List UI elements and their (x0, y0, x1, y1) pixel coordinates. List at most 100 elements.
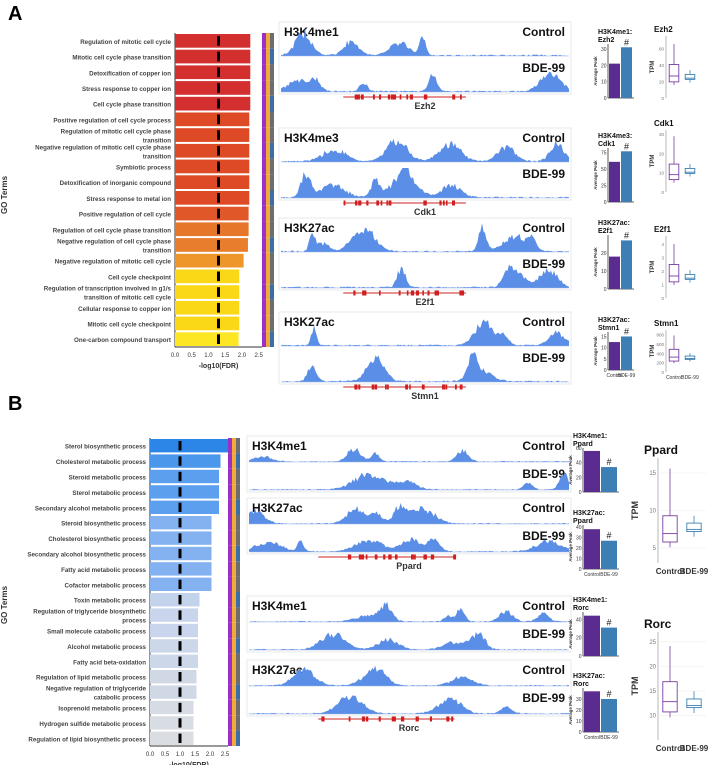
annotation-cell (270, 95, 274, 112)
go-term-label: Regulation of transcription involved in … (44, 286, 172, 293)
annotation-cell (232, 515, 236, 531)
annotation-cell (228, 699, 232, 716)
peak-bar-bde (621, 336, 632, 370)
annotation-cell (232, 499, 236, 515)
annotation-cell (232, 699, 236, 716)
peak-chart-title: Rorc (573, 681, 589, 688)
peak-y-tick: 10 (576, 719, 582, 725)
annotation-cell (236, 699, 240, 716)
annotation-cell (228, 607, 232, 623)
annotation-cell (262, 299, 266, 316)
peak-chart-title: H3K27ac: (573, 510, 605, 517)
tpm-y-tick: 15 (649, 689, 656, 695)
go-bar (175, 285, 240, 299)
gene-name: Ezh2 (414, 101, 435, 111)
go-term-label: Sterol metabolic process (72, 490, 146, 497)
annotation-cell (228, 715, 232, 731)
annotation-cell (270, 127, 274, 143)
signal-track-bde (249, 537, 569, 552)
peak-bar-bde (601, 627, 617, 656)
signal-track-control (281, 28, 569, 56)
go-term-label: Regulation of mitotic cell cycle phase (61, 129, 172, 136)
annotation-cell (262, 221, 266, 238)
track-sample-label: Control (522, 131, 565, 145)
annotation-cell (228, 576, 232, 592)
go-bar (150, 439, 228, 453)
tpm-y-tick: 10 (649, 713, 656, 719)
annotation-cell (270, 190, 274, 206)
track-sample-label: Control (522, 439, 565, 453)
peak-y-tick: 10 (576, 557, 582, 563)
exon-mark (361, 716, 366, 722)
tpm-box (686, 522, 702, 532)
panel-letter: A (8, 3, 22, 25)
go-bar (150, 716, 194, 730)
annotation-cell (262, 142, 266, 159)
annotation-cell (262, 268, 266, 285)
exon-mark (374, 554, 378, 560)
tpm-box (684, 73, 696, 80)
tpm-box (668, 348, 680, 362)
exon-mark (442, 200, 445, 206)
peak-x-tick: BDE-99 (618, 373, 636, 379)
peak-bar-control (584, 529, 600, 569)
peak-y-tick: 0 (604, 287, 607, 293)
track-sample-label: BDE-99 (522, 257, 565, 271)
track-mark-label: H3K27ac (252, 663, 303, 677)
annotation-cell (236, 607, 240, 623)
annotation-cell (266, 142, 270, 159)
track-sample-label: Control (522, 663, 565, 677)
go-term-label: Regulation of cell cycle phase transitio… (53, 227, 171, 234)
exon-mark (439, 200, 442, 206)
exon-mark (406, 290, 409, 296)
track-sample-label: BDE-99 (522, 167, 565, 181)
exon-mark (371, 384, 375, 390)
go-term-label: Positive regulation of cell cycle (79, 212, 172, 219)
annotation-cell (262, 111, 266, 128)
go-bar (175, 65, 251, 80)
peak-y-tick: 20 (576, 636, 582, 642)
exon-mark (446, 200, 448, 206)
tpm-box (668, 64, 680, 83)
peak-y-tick: 30 (576, 536, 582, 542)
peak-y-tick: 10 (601, 346, 607, 352)
go-axis-title: GO Terms (0, 585, 9, 624)
go-term-label: Negative regulation of mitotic cell cycl… (55, 259, 172, 266)
annotation-cell (236, 530, 240, 546)
peak-y-tick: 0 (579, 730, 582, 736)
significance-mark: # (606, 618, 611, 628)
annotation-cell (262, 80, 266, 96)
exon-mark (386, 200, 388, 206)
track-mark-label: H3K4me1 (284, 25, 339, 39)
exon-mark (353, 290, 356, 296)
exon-mark (365, 554, 368, 560)
tpm-y-label: TPM (630, 501, 640, 520)
exon-mark (393, 716, 396, 722)
exon-mark (354, 384, 357, 390)
exon-mark (451, 200, 455, 206)
annotation-cell (262, 33, 266, 49)
peak-bar-control (609, 63, 620, 98)
tpm-box (684, 273, 696, 280)
go-bar (175, 49, 251, 64)
annotation-cell (228, 499, 232, 515)
peak-y-tick: 40 (576, 525, 582, 531)
annotation-cell (228, 453, 232, 469)
tpm-y-tick: 0 (661, 96, 664, 101)
annotation-cell (270, 315, 274, 332)
exon-mark (398, 290, 401, 296)
go-term-label: Secondary alcohol metabolic process (35, 505, 147, 512)
tpm-box (662, 515, 678, 543)
tpm-box (684, 167, 696, 174)
go-bar (150, 639, 198, 653)
peak-bar-control (609, 161, 620, 202)
peak-bar-bde (601, 699, 617, 732)
go-term-label: Stress response to metal ion (86, 196, 171, 203)
exon-mark (435, 290, 439, 296)
peak-bar-control (584, 691, 600, 732)
tpm-y-tick: 400 (656, 351, 664, 356)
peak-y-tick: 40 (576, 617, 582, 623)
tpm-x-tick: Control (656, 744, 684, 753)
tpm-y-tick: 20 (659, 79, 665, 84)
